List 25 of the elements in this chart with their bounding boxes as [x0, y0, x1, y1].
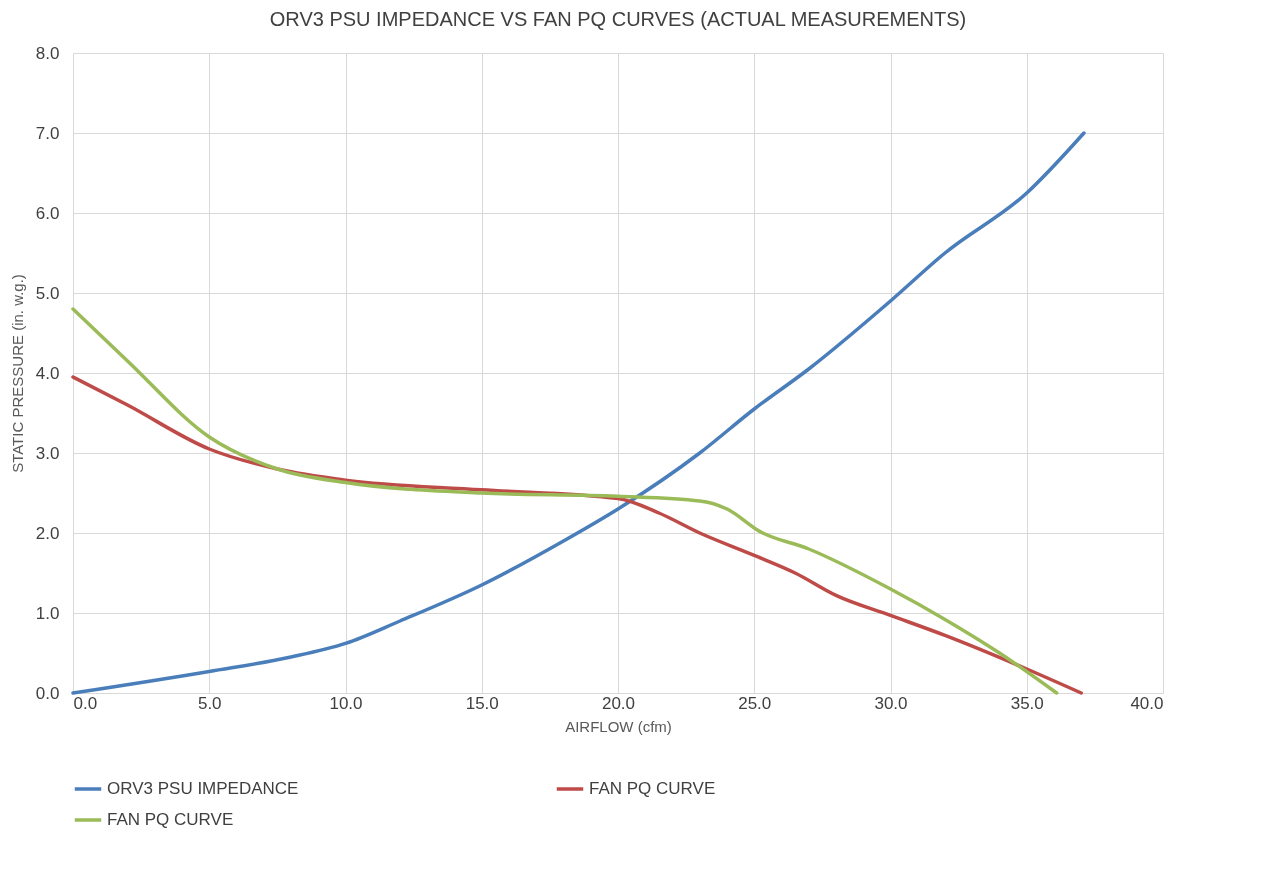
legend-label: FAN PQ CURVE: [589, 779, 716, 798]
y-tick-label: 5.0: [35, 283, 60, 303]
y-tick-label: 4.0: [35, 363, 60, 383]
legend-label: ORV3 PSU IMPEDANCE: [107, 779, 299, 798]
y-tick-label: 2.0: [35, 523, 60, 543]
x-axis-title: AIRFLOW (cfm): [565, 717, 672, 735]
x-tick-label: 20.0: [601, 693, 636, 713]
y-tick-label: 3.0: [35, 443, 60, 463]
y-tick-label: 8.0: [35, 43, 60, 63]
x-tick-label: 0.0: [73, 693, 98, 713]
chart-title: ORV3 PSU IMPEDANCE VS FAN PQ CURVES (ACTUAL MEASUREMENTS): [269, 8, 967, 30]
line-series: [71, 307, 1059, 695]
x-tick-label: 5.0: [197, 693, 222, 713]
y-tick-label: 1.0: [35, 603, 60, 623]
y-tick-label: 6.0: [35, 203, 60, 223]
x-tick-label: 15.0: [465, 693, 499, 713]
line-series: [71, 131, 1086, 695]
y-tick-label: 7.0: [35, 123, 60, 143]
x-tick-label: 30.0: [874, 693, 908, 713]
x-tick-label: 40.0: [1130, 693, 1164, 713]
legend-label: FAN PQ CURVE: [107, 810, 234, 829]
y-axis-title: STATIC PRESSURE (in. w.g.): [8, 274, 26, 473]
x-tick-label: 10.0: [329, 693, 363, 713]
x-tick-label: 35.0: [1010, 693, 1044, 713]
x-tick-label: 25.0: [738, 693, 772, 713]
